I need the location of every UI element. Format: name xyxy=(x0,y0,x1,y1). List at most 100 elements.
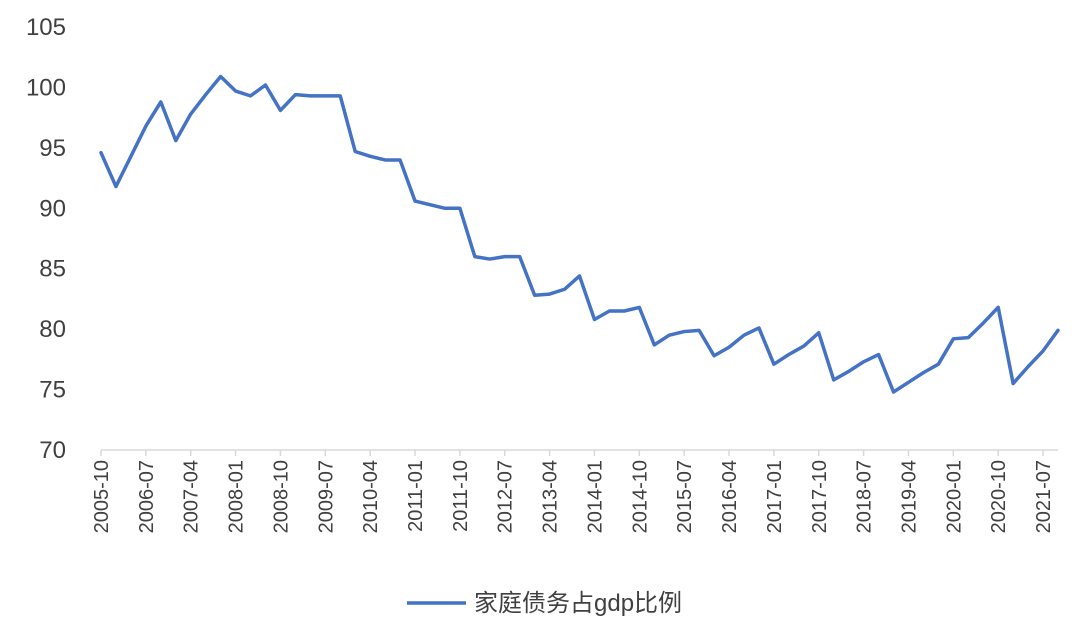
data-point xyxy=(563,287,567,291)
x-tick-label: 2011-01 xyxy=(405,460,427,532)
data-point xyxy=(862,360,866,364)
x-tick-label: 2011-10 xyxy=(450,460,472,532)
data-point xyxy=(787,353,791,357)
y-tick-label: 75 xyxy=(39,377,66,404)
y-tick-label: 80 xyxy=(39,316,66,343)
x-tick-label: 2008-01 xyxy=(226,460,248,533)
x-tick-label: 2005-10 xyxy=(91,460,113,533)
x-tick-label: 2006-07 xyxy=(136,460,158,533)
data-point xyxy=(174,139,178,143)
x-tick-label: 2017-10 xyxy=(809,460,831,533)
x-tick-label: 2010-04 xyxy=(360,460,382,533)
data-point xyxy=(622,309,626,313)
data-point xyxy=(966,336,970,340)
y-tick-label: 100 xyxy=(26,74,66,101)
data-point xyxy=(219,75,223,79)
data-point xyxy=(951,337,955,341)
data-point xyxy=(129,154,133,158)
data-point xyxy=(249,94,253,98)
data-point xyxy=(488,257,492,261)
data-point xyxy=(996,305,1000,309)
data-point xyxy=(99,151,103,155)
x-tick-label: 2018-07 xyxy=(854,460,876,533)
data-point xyxy=(189,112,193,116)
data-point xyxy=(353,149,357,153)
data-point xyxy=(204,93,208,97)
data-point xyxy=(458,206,462,210)
y-tick-label: 70 xyxy=(39,437,66,464)
data-point xyxy=(772,362,776,366)
x-tick-label: 2013-04 xyxy=(540,460,562,533)
y-tick-label: 85 xyxy=(39,256,66,283)
y-axis-ticks: 70 75 80 85 90 95 100 105 xyxy=(26,14,66,464)
data-point xyxy=(293,93,297,97)
data-point xyxy=(144,124,148,128)
data-point xyxy=(832,378,836,382)
y-tick-label: 90 xyxy=(39,195,66,222)
data-point xyxy=(548,292,552,296)
data-point xyxy=(817,331,821,335)
data-point xyxy=(1011,382,1015,386)
data-point xyxy=(1056,328,1060,332)
data-point xyxy=(413,199,417,203)
x-tick-label: 2014-10 xyxy=(629,460,651,533)
data-point xyxy=(533,293,537,297)
x-tick-label: 2016-04 xyxy=(719,460,741,533)
data-point xyxy=(383,158,387,162)
data-point xyxy=(1041,349,1045,353)
data-point xyxy=(234,89,238,93)
x-axis-tick-labels: 2005-10 2006-07 2007-04 2008-01 2008-10 2009-… xyxy=(91,460,1055,533)
data-point xyxy=(428,203,432,207)
data-point xyxy=(757,326,761,330)
data-point xyxy=(742,333,746,337)
data-point xyxy=(518,255,522,259)
x-tick-label: 2015-07 xyxy=(674,460,696,533)
data-point xyxy=(981,321,985,325)
data-point xyxy=(892,390,896,394)
data-point xyxy=(727,345,731,349)
legend[interactable]: 家庭债务占gdp比例 xyxy=(407,590,682,617)
data-point xyxy=(114,185,118,189)
data-point xyxy=(1026,365,1030,369)
data-point xyxy=(473,255,477,259)
data-point xyxy=(443,206,447,210)
data-point xyxy=(368,154,372,158)
data-point xyxy=(607,309,611,313)
x-tick-label: 2009-07 xyxy=(315,460,337,533)
y-tick-label: 95 xyxy=(39,135,66,162)
data-point xyxy=(877,353,881,357)
data-point xyxy=(697,328,701,332)
data-point xyxy=(936,362,940,366)
data-point xyxy=(847,369,851,373)
data-point xyxy=(308,94,312,98)
data-point xyxy=(592,317,596,321)
data-point xyxy=(712,354,716,358)
x-tick-label: 2017-01 xyxy=(764,460,786,533)
data-point xyxy=(906,380,910,384)
data-point xyxy=(802,344,806,348)
legend-label: 家庭债务占gdp比例 xyxy=(474,590,682,617)
x-axis-tickmarks xyxy=(100,450,1044,456)
data-point xyxy=(338,94,342,98)
data-point xyxy=(652,343,656,347)
data-point xyxy=(667,333,671,337)
data-point xyxy=(503,255,507,259)
data-point xyxy=(278,108,282,112)
x-tick-label: 2020-10 xyxy=(988,460,1010,533)
x-tick-label: 2007-04 xyxy=(181,460,203,533)
x-tick-label: 2014-01 xyxy=(584,460,606,533)
x-tick-label: 2019-04 xyxy=(898,460,920,533)
x-tick-label: 2008-10 xyxy=(270,460,292,533)
y-tick-label: 105 xyxy=(26,14,66,41)
series-line xyxy=(99,74,1060,394)
data-point xyxy=(323,94,327,98)
x-tick-label: 2021-07 xyxy=(1033,460,1055,533)
data-point xyxy=(682,330,686,334)
data-point xyxy=(159,100,163,104)
data-point xyxy=(921,371,925,375)
data-point xyxy=(263,83,267,87)
data-point xyxy=(578,274,582,278)
data-points xyxy=(99,75,1060,394)
x-tick-label: 2020-01 xyxy=(943,460,965,533)
